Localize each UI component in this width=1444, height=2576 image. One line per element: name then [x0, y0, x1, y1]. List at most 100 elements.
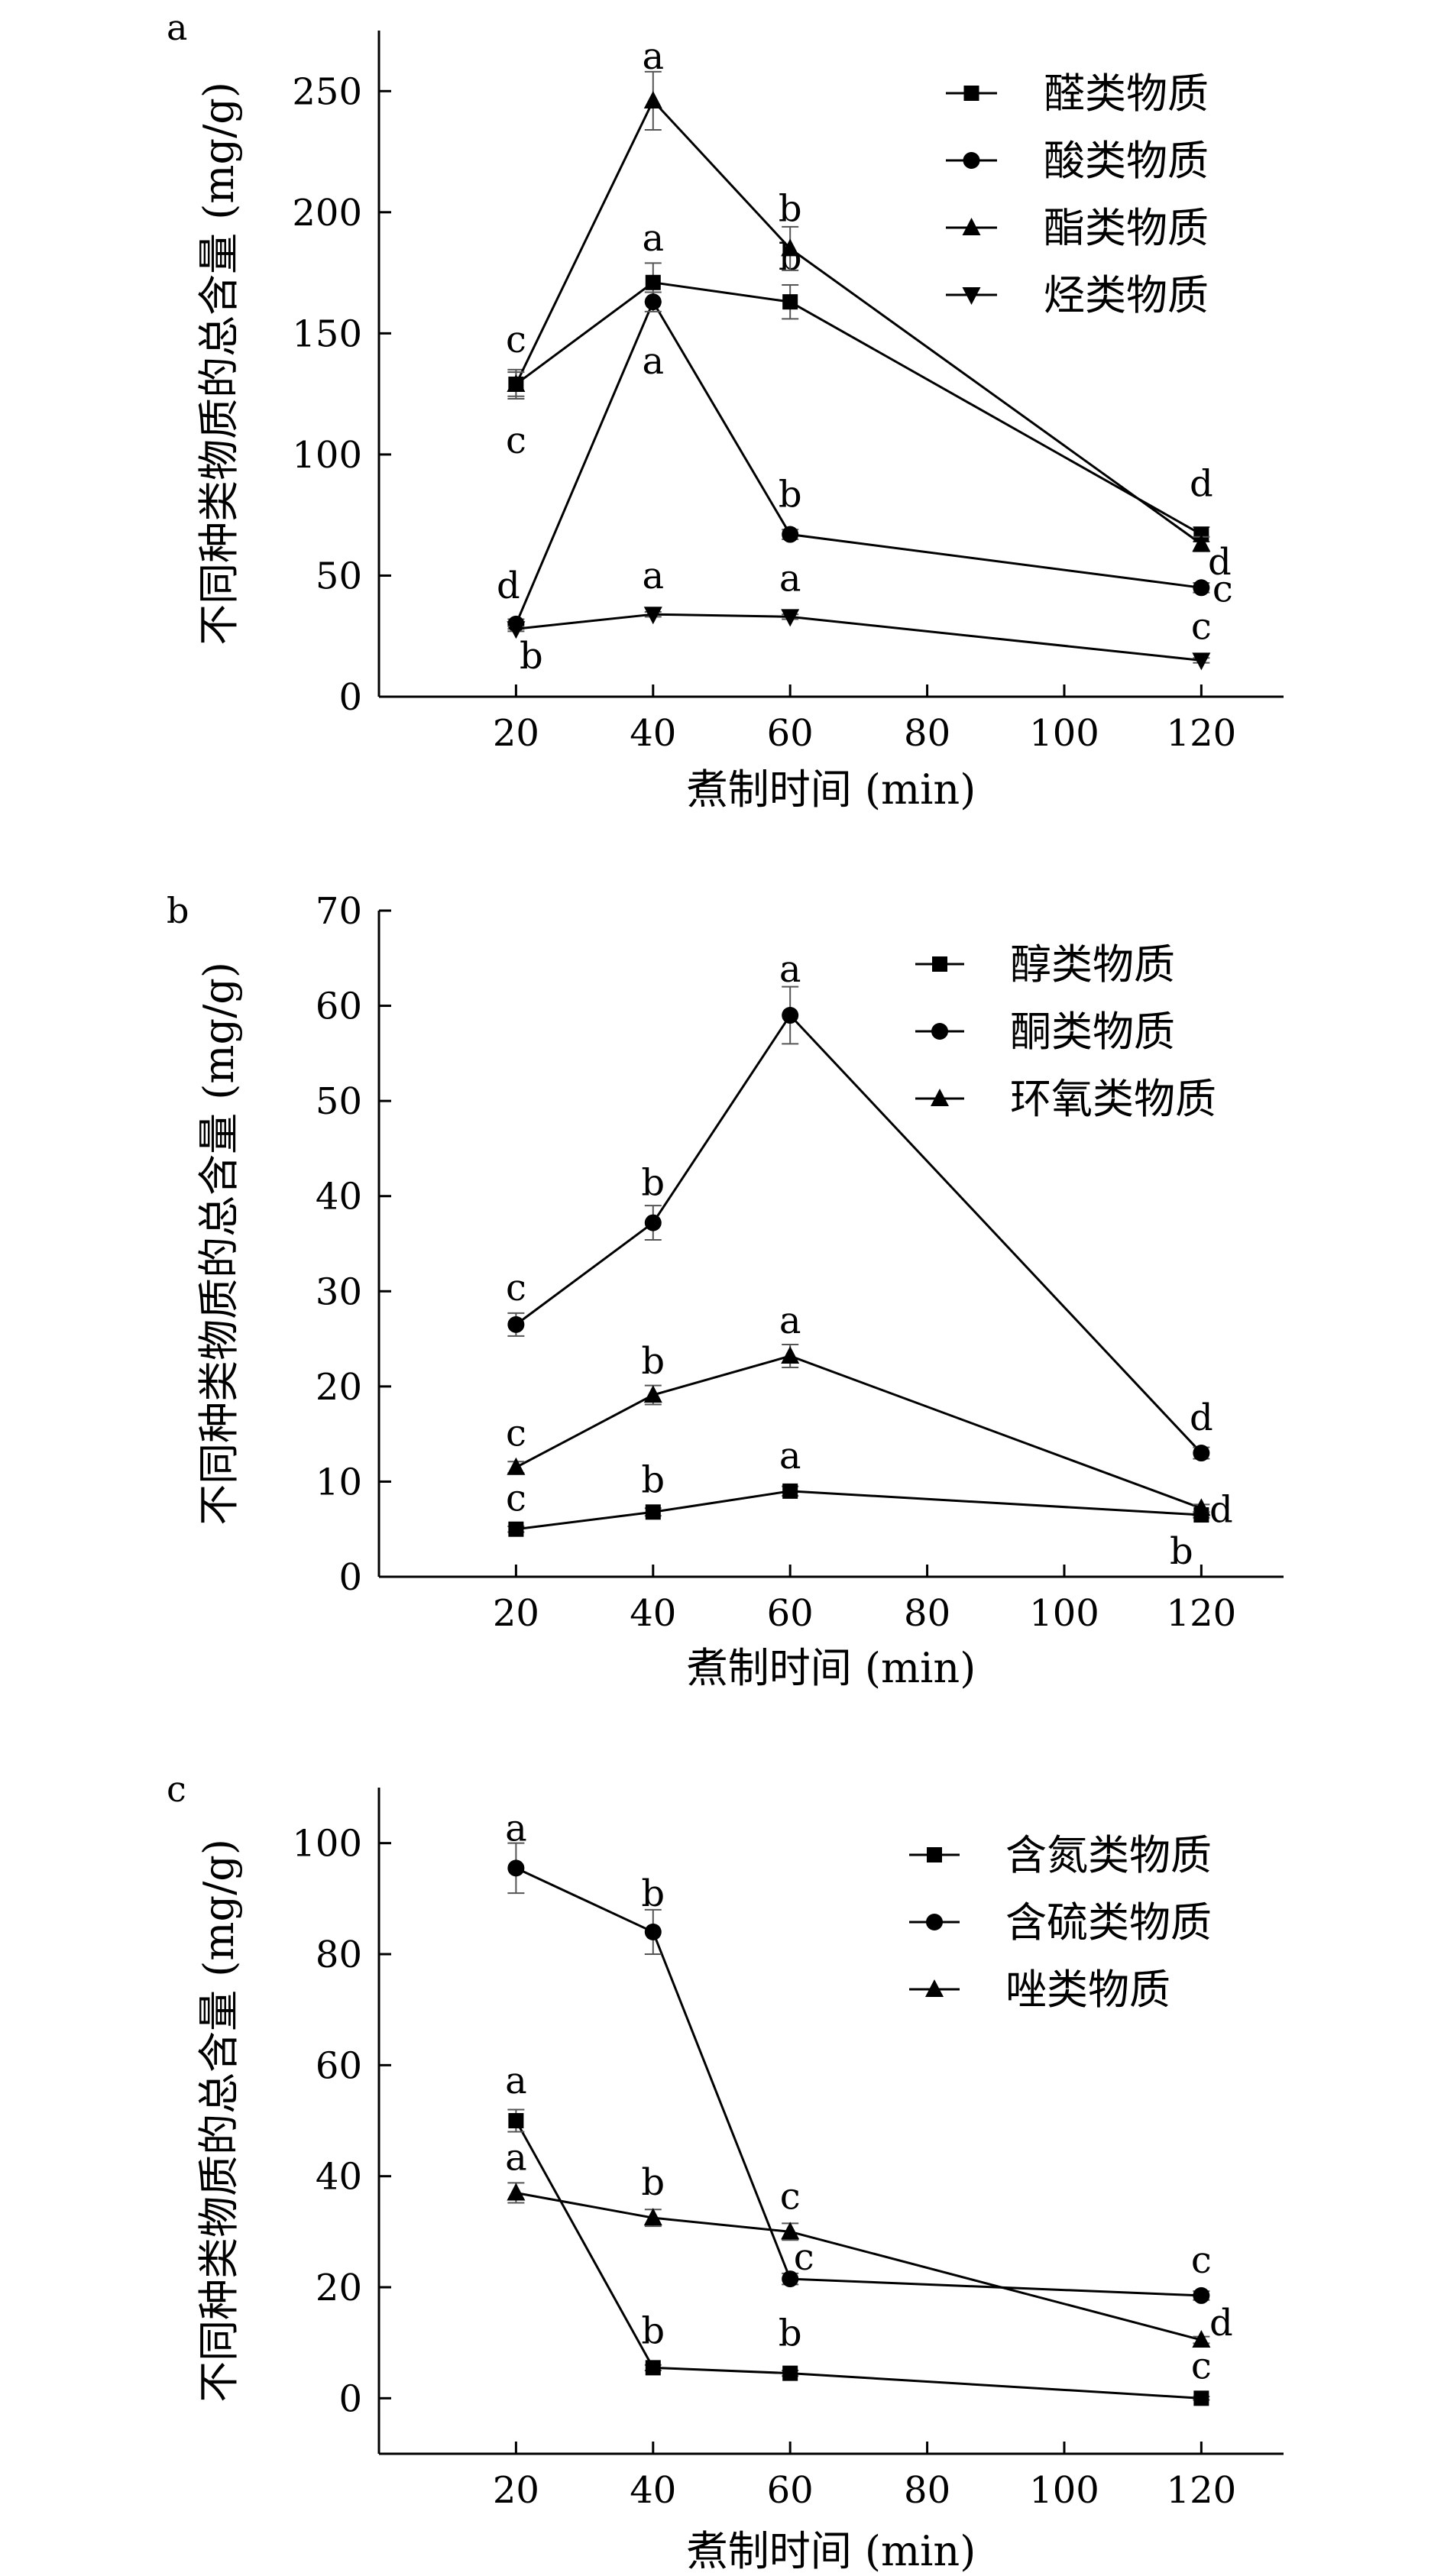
series-line [515, 1867, 1202, 2297]
x-tick-label: 40 [630, 712, 676, 755]
data-point [781, 2222, 800, 2240]
data-point [645, 1504, 661, 1520]
legend-item-1: 酸类物质 [946, 137, 1209, 185]
significance-label: a [779, 1299, 801, 1342]
data-point [643, 90, 662, 108]
data-point [645, 274, 661, 290]
series-3: b a a c [507, 555, 1212, 678]
data-point [508, 2113, 524, 2128]
y-tick-label: 100 [292, 1823, 362, 1866]
legend-label: 环氧类物质 [1010, 1075, 1216, 1123]
significance-label: b [641, 1458, 665, 1501]
series-line [515, 99, 1203, 545]
x-tick-label: 60 [767, 1592, 814, 1635]
series-line [515, 1013, 1203, 1455]
data-point [782, 2270, 799, 2288]
y-tick-label: 60 [316, 2044, 362, 2087]
y-axis-title: 不同种类物质的总含量 (mg/g) [195, 82, 243, 646]
significance-label: a [642, 217, 664, 260]
y-tick-label: 40 [316, 2156, 362, 2199]
series-0: c a b d [506, 217, 1213, 543]
x-axis-title: 煮制时间 (min) [687, 1644, 976, 1692]
data-point [507, 374, 526, 392]
data-point [781, 609, 800, 627]
x-tick-label: 80 [904, 712, 950, 755]
data-point [782, 1483, 798, 1499]
data-point [644, 293, 662, 311]
data-point [507, 1457, 526, 1475]
legend-item-2: 环氧类物质 [915, 1075, 1216, 1123]
x-tick-label: 100 [1029, 2469, 1099, 2512]
significance-label: c [1191, 2345, 1212, 2387]
legend-item-3: 烃类物质 [946, 271, 1209, 319]
x-tick-label: 60 [767, 2469, 814, 2512]
x-tick-label: 120 [1167, 1592, 1237, 1635]
significance-label: b [641, 2161, 665, 2204]
x-tick-label: 40 [630, 2469, 676, 2512]
significance-label: c [794, 2236, 814, 2279]
legend-label: 含硫类物质 [1005, 1898, 1212, 1947]
series-line [515, 281, 1203, 536]
legend-marker [931, 1089, 949, 1106]
legend-item-1: 含硫类物质 [909, 1898, 1212, 1947]
legend-marker [962, 287, 981, 305]
data-point [507, 1316, 525, 1333]
legend-label: 酮类物质 [1010, 1008, 1175, 1056]
significance-label: a [505, 2136, 527, 2179]
y-tick-label: 40 [316, 1176, 362, 1218]
significance-label: b [641, 1872, 665, 1915]
y-tick-label: 0 [338, 676, 362, 719]
data-point [781, 1345, 800, 1364]
data-point [1193, 2286, 1210, 2304]
significance-label: a [642, 555, 664, 597]
significance-label: a [779, 1435, 801, 1477]
legend-marker [931, 1023, 948, 1040]
y-axis-title: 不同种类物质的总含量 (mg/g) [195, 1839, 243, 2403]
data-point [643, 607, 662, 625]
y-tick-label: 30 [316, 1270, 362, 1313]
data-point [781, 238, 800, 257]
significance-label: c [1191, 2239, 1212, 2282]
legend-marker [927, 1847, 942, 1862]
data-point [644, 1214, 662, 1231]
significance-label: a [642, 340, 664, 383]
x-tick-label: 120 [1167, 2469, 1237, 2512]
x-tick-label: 80 [904, 1592, 950, 1635]
legend-item-2: 唑类物质 [909, 1966, 1170, 2014]
data-point [1193, 579, 1210, 597]
series-2: c a b d [506, 35, 1232, 584]
significance-label: d [1190, 1396, 1213, 1439]
series-line [516, 1490, 1202, 1531]
data-point [644, 1923, 662, 1940]
x-tick-label: 20 [493, 712, 539, 755]
data-point [643, 2208, 662, 2226]
panel-letter: a [167, 7, 187, 48]
series-line [516, 613, 1202, 662]
series-line [515, 299, 1202, 625]
significance-label: d [497, 565, 520, 607]
legend-item-2: 酯类物质 [946, 204, 1209, 252]
y-tick-label: 200 [292, 192, 362, 235]
x-tick-label: 20 [493, 2469, 539, 2512]
significance-label: a [505, 1807, 527, 1849]
legend-label: 烃类物质 [1044, 271, 1209, 319]
series-line [515, 2120, 1202, 2400]
y-tick-label: 0 [338, 1556, 362, 1599]
significance-label: b [520, 635, 543, 678]
legend-label: 醇类物质 [1010, 940, 1175, 989]
series-line [516, 2191, 1202, 2341]
x-tick-label: 100 [1029, 1592, 1099, 1635]
legend-marker [926, 1914, 943, 1930]
legend-marker [963, 152, 980, 169]
y-tick-label: 60 [316, 985, 362, 1028]
legend-label: 含氮类物质 [1005, 1831, 1212, 1879]
legend-label: 唑类物质 [1005, 1966, 1170, 2014]
data-point [1193, 2390, 1209, 2406]
legend-marker [932, 956, 947, 972]
y-tick-label: 150 [292, 312, 362, 355]
panel-letter: b [167, 890, 189, 931]
x-tick-label: 120 [1167, 712, 1237, 755]
significance-label: a [779, 557, 801, 600]
significance-label: b [641, 2309, 665, 2352]
x-tick-label: 60 [767, 712, 814, 755]
